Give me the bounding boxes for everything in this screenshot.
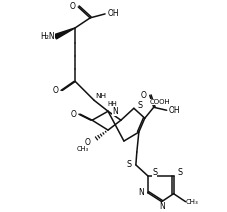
Text: S: S [152, 168, 157, 177]
Text: S: S [178, 168, 183, 177]
Text: OH: OH [169, 106, 180, 115]
Text: O: O [141, 91, 147, 100]
Text: CH₃: CH₃ [186, 199, 199, 205]
Text: O: O [52, 86, 58, 95]
Text: HH: HH [107, 101, 117, 107]
Text: N: N [138, 188, 144, 197]
Text: NH: NH [96, 93, 107, 99]
Text: COOH: COOH [149, 99, 170, 105]
Text: S: S [126, 160, 131, 169]
Polygon shape [54, 28, 75, 39]
Text: O: O [69, 3, 75, 11]
Text: H₂N: H₂N [40, 32, 55, 41]
Text: O: O [70, 110, 76, 119]
Text: N: N [159, 202, 165, 211]
Text: N: N [112, 107, 118, 116]
Text: OH: OH [107, 9, 119, 18]
Text: S: S [137, 101, 142, 110]
Text: CH₃: CH₃ [76, 146, 88, 152]
Text: O: O [84, 138, 90, 146]
